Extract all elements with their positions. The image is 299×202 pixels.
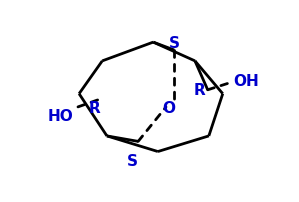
Text: S: S — [169, 35, 180, 50]
Text: S: S — [127, 153, 138, 168]
Text: O: O — [162, 101, 175, 116]
Text: OH: OH — [233, 74, 259, 88]
Text: R: R — [88, 101, 100, 116]
Text: HO: HO — [48, 108, 74, 123]
Text: R: R — [194, 83, 205, 98]
